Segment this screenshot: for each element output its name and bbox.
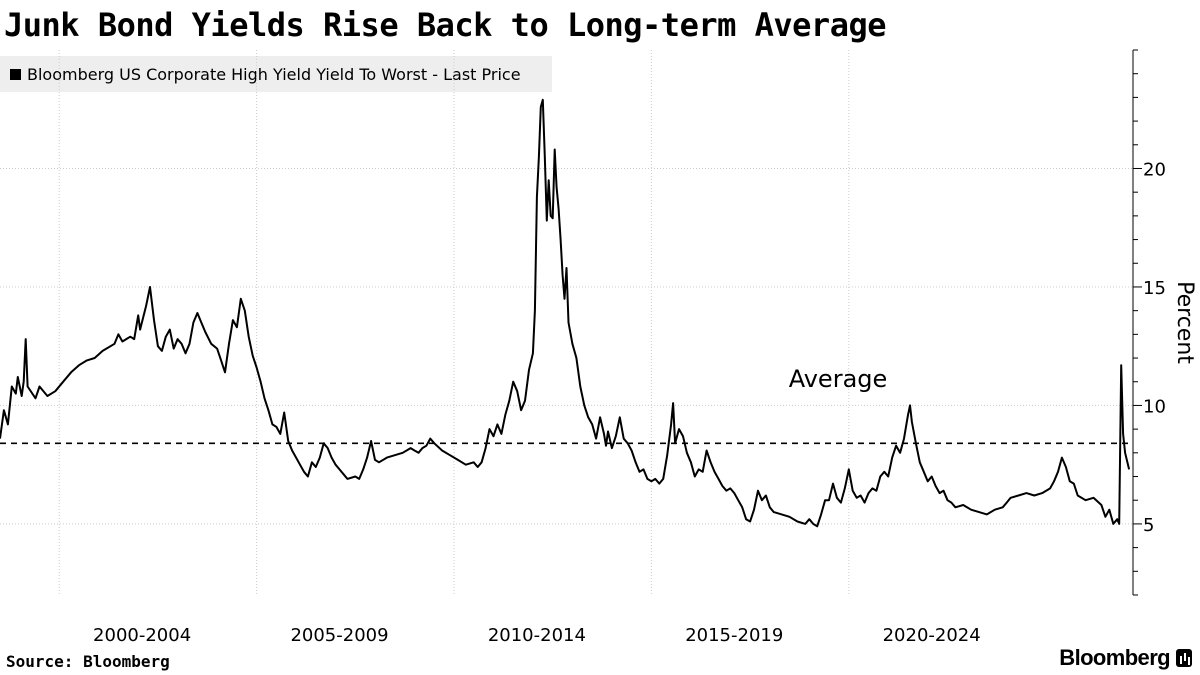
brand-logo: Bloomberg [1059, 645, 1192, 671]
y-tick-label: 5 [1143, 515, 1154, 536]
x-tick-label: 2020-2024 [883, 625, 981, 646]
chart-title: Junk Bond Yields Rise Back to Long-term … [4, 6, 886, 44]
source-note: Source: Bloomberg [6, 652, 170, 671]
y-tick-label: 15 [1143, 278, 1166, 299]
y-tick-label: 10 [1143, 396, 1166, 417]
legend-swatch [10, 68, 21, 80]
x-tick-label: 2015-2019 [685, 625, 783, 646]
series-line [0, 98, 1131, 528]
x-tick-label: 2005-2009 [290, 625, 388, 646]
x-tick-label: 2010-2014 [488, 625, 586, 646]
x-tick-label: 2000-2004 [93, 625, 191, 646]
y-tick-label: 20 [1143, 159, 1166, 180]
y-axis-label: Percent [1172, 281, 1197, 364]
average-label: Average [789, 365, 888, 393]
legend-label: Bloomberg US Corporate High Yield Yield … [27, 64, 521, 84]
legend: Bloomberg US Corporate High Yield Yield … [0, 56, 552, 92]
brand-name: Bloomberg [1059, 645, 1170, 670]
bloomberg-terminal-icon [1176, 649, 1192, 667]
